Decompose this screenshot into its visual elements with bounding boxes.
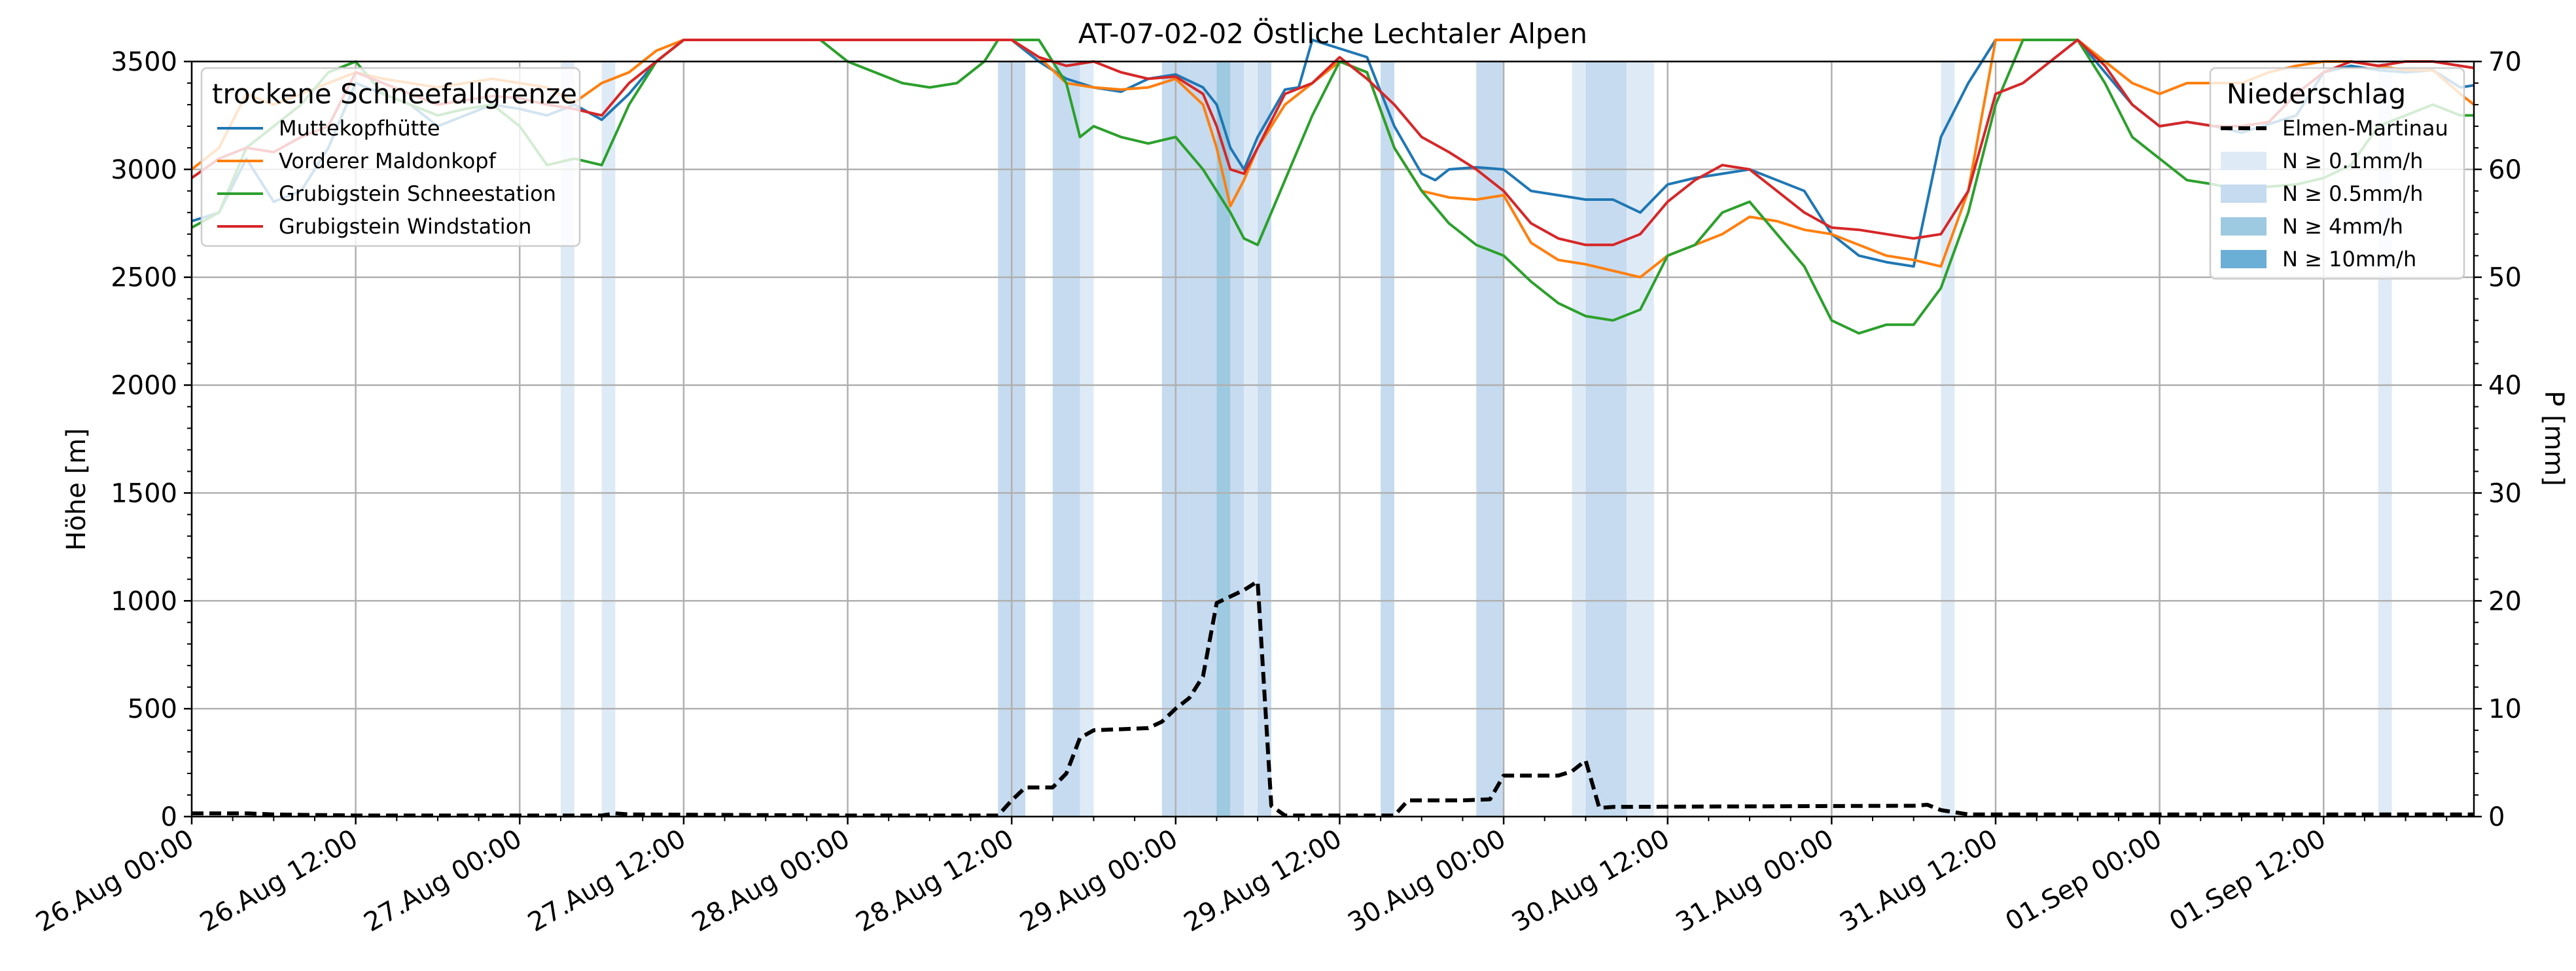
precip-band-15 [1627, 62, 1654, 817]
y-axis-label: Höhe [m] [62, 428, 92, 550]
ytick-right-label-3: 30 [2488, 478, 2522, 508]
y-axis-right-label: P [mm] [2539, 391, 2569, 486]
legend-precip-swatch-2 [2221, 185, 2267, 203]
precip-band-13 [1572, 62, 1586, 817]
ytick-right-label-1: 10 [2488, 694, 2522, 724]
legend-precip-label-2: N ≥ 0.5mm/h [2282, 181, 2423, 206]
legend-precip-label-0: Elmen-Martinau [2282, 116, 2448, 141]
precip-band-16 [1941, 62, 1955, 817]
precip-band-10 [1258, 62, 1272, 817]
precip-band-11 [1381, 62, 1394, 817]
ytick-right-label-4: 40 [2488, 371, 2522, 401]
ytick-right-label-2: 20 [2488, 586, 2522, 616]
legend-precip-label-1: N ≥ 0.1mm/h [2282, 149, 2423, 173]
ytick-right-label-5: 50 [2488, 263, 2522, 293]
precip-band-7 [1216, 62, 1231, 817]
right-axis: 0 10 20 30 40 50 60 70 [2474, 47, 2522, 832]
left-axis: 0 500 1000 1500 2000 2500 3000 3500 [111, 47, 192, 832]
legend-precip-label-4: N ≥ 10mm/h [2282, 247, 2416, 272]
legend-snowline-label-0: Muttekopfhütte [279, 116, 440, 141]
ytick-right-label-6: 60 [2488, 155, 2522, 185]
precipitation-bands [560, 62, 2392, 817]
ytick-right-label-7: 70 [2488, 47, 2522, 77]
ytick-label-5: 2500 [111, 263, 177, 293]
ytick-right-label-0: 0 [2488, 802, 2505, 832]
series-line-4 [192, 579, 2474, 818]
precip-band-0 [560, 62, 574, 817]
legend-snowline: trockene Schneefallgrenze Muttekopfhütte… [200, 67, 581, 247]
precip-band-1 [601, 62, 616, 817]
legend-snowline-label-2: Grubigstein Schneestation [279, 181, 556, 206]
ytick-label-0: 0 [161, 802, 177, 832]
precip-band-6 [1189, 62, 1217, 817]
chart-title: AT-07-02-02 Östliche Lechtaler Alpen [1078, 17, 1587, 50]
legend-snowline-title: trockene Schneefallgrenze [212, 78, 577, 110]
ytick-label-3: 1500 [111, 478, 177, 508]
precip-band-4 [1080, 62, 1094, 817]
ytick-label-1: 500 [128, 694, 177, 724]
legend-snowline-label-3: Grubigstein Windstation [279, 214, 532, 239]
legend-snowline-label-1: Vorderer Maldonkopf [279, 149, 497, 173]
precip-band-9 [1244, 62, 1258, 817]
plot-frame [190, 60, 2475, 818]
precip-band-12 [1476, 62, 1504, 817]
legend-precip-swatch-3 [2221, 217, 2267, 236]
precip-band-3 [1052, 62, 1080, 817]
ytick-label-7: 3500 [111, 47, 177, 77]
precip-band-8 [1230, 62, 1244, 817]
precip-band-14 [1585, 62, 1627, 817]
ytick-label-6: 3000 [111, 155, 177, 185]
ytick-label-4: 2000 [111, 371, 177, 401]
ytick-label-2: 1000 [111, 586, 177, 616]
legend-precip-swatch-4 [2221, 250, 2267, 268]
legend-precip-label-3: N ≥ 4mm/h [2282, 214, 2403, 239]
legend-precip-swatch-1 [2221, 152, 2267, 170]
legend-precipitation-title: Niederschlag [2227, 78, 2406, 110]
legend-precipitation: Niederschlag Elmen-Martinau N ≥ 0.1mm/h N … [2209, 67, 2465, 280]
